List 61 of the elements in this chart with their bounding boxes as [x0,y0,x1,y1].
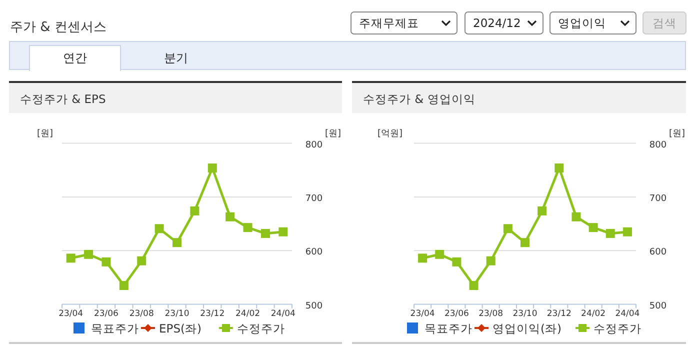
x-tick-label: 24/02 [236,309,260,319]
point [622,227,632,236]
y-axis-title: [원] [36,129,54,139]
point [84,250,94,259]
x-tick-label: 23/12 [546,309,572,319]
y2-axis-title: [원] [324,129,342,139]
y2-tick-label: 600 [305,248,323,258]
point [520,238,530,248]
x-tick-label: 23/12 [200,309,225,319]
point [154,224,164,234]
point [435,250,444,259]
x-tick-label: 23/04 [58,309,84,319]
point [606,228,615,238]
point [503,224,512,234]
x-tick-label: 23/06 [444,309,469,319]
x-tick-label: 23/06 [94,309,118,319]
x-tick-label: 23/04 [410,309,435,319]
x-tick-label: 24/04 [615,309,640,319]
point [102,257,111,266]
y2-axis-title: [원] [668,129,686,139]
header: 주가 & 컨센서스 주재무제표 2024/12 영업이익 검색 연간 분기 [9,12,686,72]
y-axis-title: [억원] [377,129,403,139]
y2-tick-label: 700 [649,194,667,204]
legend-label: 수정주가 [237,322,285,336]
point [243,223,252,232]
point [226,212,235,222]
point [486,256,496,266]
point [260,228,270,238]
point [469,281,478,290]
y2-tick-label: 700 [305,194,323,204]
point [119,281,128,290]
legend-label: 수정주가 [594,322,642,336]
point [588,223,598,232]
chart-title: 수정주가 & EPS [20,92,106,106]
legend-label: 목표주가 [424,322,472,336]
point [452,257,462,266]
legend-label: EPS(좌) [159,322,202,336]
x-tick-label: 23/08 [478,309,504,319]
point [172,238,182,248]
legend-label: 영업이익(좌) [492,322,562,336]
y2-tick-label: 500 [305,301,323,312]
chart-title: 수정주가 & 영업이익 [363,92,476,106]
point [554,163,564,172]
y2-tick-label: 500 [649,301,667,312]
x-tick-label: 24/04 [270,309,296,319]
x-tick-label: 24/02 [581,309,606,319]
legend-label: 목표주가 [91,322,139,336]
point [66,254,76,263]
point [137,256,146,266]
y2-tick-label: 600 [649,248,667,258]
point [572,212,581,222]
point [190,206,200,216]
point [278,227,288,236]
x-tick-label: 23/10 [164,309,190,319]
y2-tick-label: 800 [649,140,667,150]
point [418,254,428,263]
y2-tick-label: 800 [305,140,323,150]
point [538,206,547,216]
point [208,163,217,172]
x-tick-label: 23/08 [129,309,154,319]
x-tick-label: 23/10 [512,309,538,319]
